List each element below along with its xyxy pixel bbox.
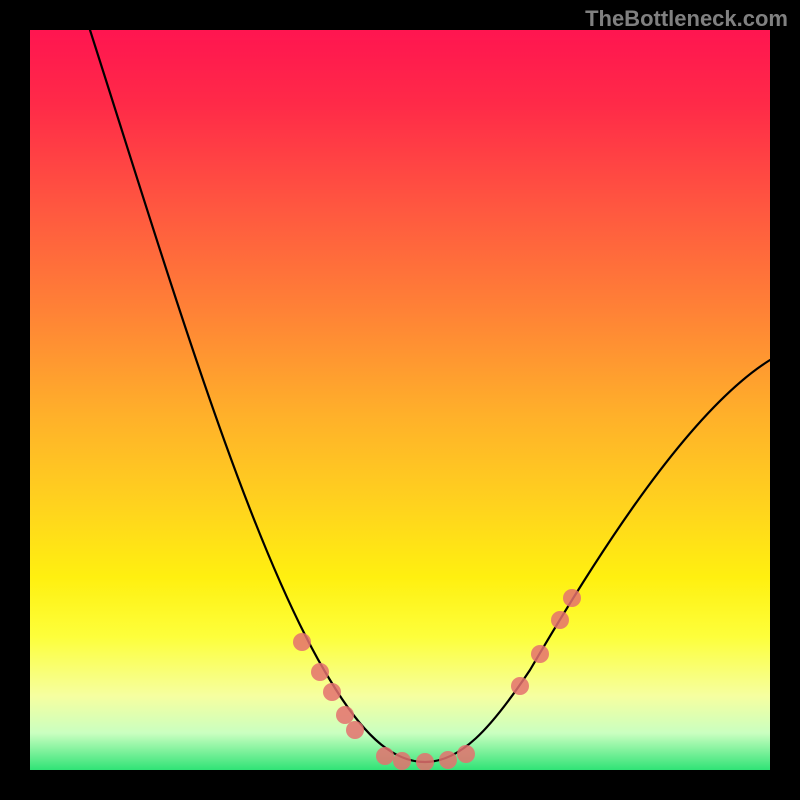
curve-marker xyxy=(393,752,411,770)
curve-marker xyxy=(457,745,475,763)
curve-marker xyxy=(293,633,311,651)
curve-marker xyxy=(439,751,457,769)
bottleneck-chart xyxy=(30,30,770,770)
curve-marker xyxy=(551,611,569,629)
curve-marker xyxy=(311,663,329,681)
curve-marker xyxy=(563,589,581,607)
marker-group xyxy=(293,589,581,770)
curve-marker xyxy=(323,683,341,701)
curve-marker xyxy=(511,677,529,695)
bottleneck-curve xyxy=(90,30,770,762)
curve-marker xyxy=(531,645,549,663)
curve-marker xyxy=(346,721,364,739)
curve-marker xyxy=(376,747,394,765)
curve-marker xyxy=(336,706,354,724)
watermark-text: TheBottleneck.com xyxy=(585,6,788,32)
curve-marker xyxy=(416,753,434,770)
